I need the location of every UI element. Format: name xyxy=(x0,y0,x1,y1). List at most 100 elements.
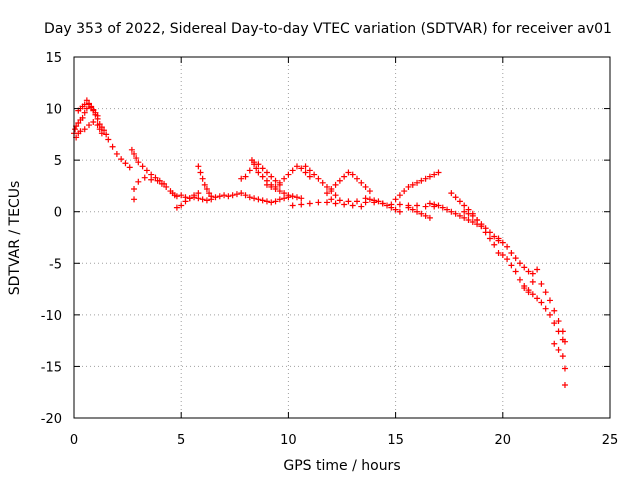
data-point xyxy=(512,255,519,262)
data-point xyxy=(246,167,253,174)
data-point xyxy=(392,206,399,213)
data-point xyxy=(551,307,558,314)
data-point xyxy=(422,175,429,182)
data-point xyxy=(101,127,108,134)
data-point xyxy=(358,203,365,210)
data-point xyxy=(233,191,240,198)
data-point xyxy=(435,202,442,209)
data-point xyxy=(542,305,549,312)
data-point xyxy=(508,262,515,269)
chart-title: Day 353 of 2022, Sidereal Day-to-day VTE… xyxy=(44,21,612,37)
data-point xyxy=(131,150,138,157)
y-axis-label: SDTVAR / TECUs xyxy=(7,181,23,296)
data-point xyxy=(538,280,545,287)
data-point xyxy=(396,192,403,199)
data-point xyxy=(229,192,236,199)
data-point xyxy=(88,103,95,110)
x-tick-label: 10 xyxy=(280,433,297,448)
data-point xyxy=(439,204,446,211)
data-point xyxy=(358,179,365,186)
data-point xyxy=(461,208,468,215)
data-point xyxy=(203,186,210,193)
data-point xyxy=(238,190,245,197)
data-point xyxy=(323,199,330,206)
data-point xyxy=(259,165,266,172)
data-point xyxy=(401,188,408,195)
data-point xyxy=(362,195,369,202)
data-point xyxy=(131,186,138,193)
data-point xyxy=(83,105,90,112)
data-point xyxy=(197,169,204,176)
data-point xyxy=(529,278,536,285)
data-point xyxy=(516,276,523,283)
x-tick-labels: 0 5 10 15 20 25 xyxy=(70,433,618,448)
data-point xyxy=(83,97,90,104)
data-points xyxy=(71,97,568,388)
data-point xyxy=(456,198,463,205)
data-point xyxy=(246,194,253,201)
data-point xyxy=(354,198,361,205)
y-tick-label: 0 xyxy=(54,206,62,221)
data-point xyxy=(238,175,245,182)
data-point xyxy=(504,256,511,263)
y-tick-label: -20 xyxy=(41,412,62,427)
data-point xyxy=(289,202,296,209)
data-point xyxy=(276,179,283,186)
data-point xyxy=(158,180,165,187)
data-point xyxy=(199,196,206,203)
x-tick-label: 5 xyxy=(177,433,185,448)
data-point xyxy=(499,252,506,259)
data-point xyxy=(525,268,532,275)
data-point xyxy=(323,190,330,197)
data-point xyxy=(542,289,549,296)
data-point xyxy=(555,318,562,325)
x-tick-label: 20 xyxy=(495,433,512,448)
data-point xyxy=(216,193,223,200)
data-point xyxy=(349,171,356,178)
data-point xyxy=(263,198,270,205)
data-point xyxy=(178,192,185,199)
data-point xyxy=(431,201,438,208)
x-tick-label: 0 xyxy=(70,433,78,448)
data-point xyxy=(281,175,288,182)
data-point xyxy=(315,175,322,182)
data-point xyxy=(148,176,155,183)
data-point xyxy=(163,183,170,190)
data-point xyxy=(272,198,279,205)
data-point xyxy=(263,169,270,176)
data-point xyxy=(538,299,545,306)
data-point xyxy=(384,202,391,209)
axis-ticks xyxy=(73,56,611,419)
data-point xyxy=(315,199,322,206)
data-point xyxy=(79,114,86,121)
data-point xyxy=(154,177,161,184)
data-point xyxy=(311,171,318,178)
data-point xyxy=(375,198,382,205)
data-point xyxy=(546,311,553,318)
data-point xyxy=(94,112,101,119)
data-point xyxy=(534,295,541,302)
data-point xyxy=(173,204,180,211)
data-point xyxy=(555,346,562,353)
data-point xyxy=(431,171,438,178)
data-point xyxy=(276,196,283,203)
data-point xyxy=(306,173,313,180)
data-point xyxy=(499,239,506,246)
data-point xyxy=(512,268,519,275)
data-point xyxy=(354,175,361,182)
data-point xyxy=(268,199,275,206)
data-point xyxy=(336,197,343,204)
data-point xyxy=(345,169,352,176)
data-point xyxy=(341,173,348,180)
data-point xyxy=(561,338,568,345)
data-point xyxy=(126,164,133,171)
data-point xyxy=(546,297,553,304)
data-point xyxy=(551,340,558,347)
data-point xyxy=(302,169,309,176)
data-point xyxy=(96,126,103,133)
data-point xyxy=(141,174,148,181)
data-point xyxy=(118,156,125,163)
data-point xyxy=(72,126,79,133)
data-point xyxy=(293,163,300,170)
y-tick-label: -5 xyxy=(49,257,62,272)
